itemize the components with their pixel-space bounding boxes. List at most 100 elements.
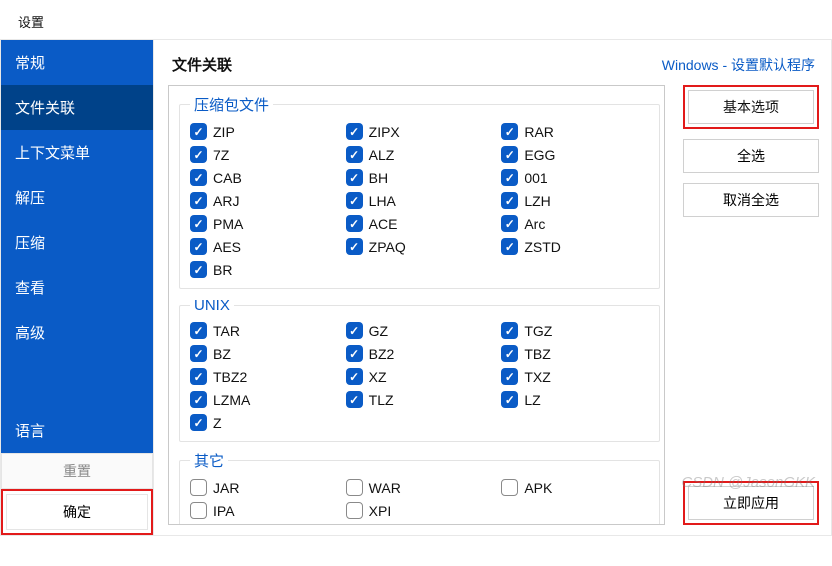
- file-type-label: Z: [213, 415, 222, 431]
- nav-item[interactable]: 上下文菜单: [1, 130, 153, 175]
- file-type-label: XZ: [369, 369, 387, 385]
- file-type-checkbox[interactable]: IPA: [190, 502, 338, 519]
- checkbox-checked-icon: [346, 345, 363, 362]
- file-type-label: ZSTD: [524, 239, 561, 255]
- checkbox-checked-icon: [346, 169, 363, 186]
- file-type-checkbox[interactable]: 7Z: [190, 146, 338, 163]
- file-type-checkbox[interactable]: ACE: [346, 215, 494, 232]
- file-type-label: PMA: [213, 216, 243, 232]
- file-type-checkbox[interactable]: ZSTD: [501, 238, 649, 255]
- nav-item[interactable]: 查看: [1, 265, 153, 310]
- file-type-checkbox[interactable]: TXZ: [501, 368, 649, 385]
- file-type-checkbox[interactable]: EGG: [501, 146, 649, 163]
- windows-default-apps-link[interactable]: Windows - 设置默认程序: [662, 55, 815, 75]
- group-legend: 其它: [190, 450, 228, 471]
- checkbox-grid: ZIP ZIPX RAR 7Z ALZ EGG CAB BH 001 ARJ LHA LZH PMA AC…: [190, 121, 649, 278]
- file-type-checkbox[interactable]: GZ: [346, 322, 494, 339]
- file-type-label: 7Z: [213, 147, 229, 163]
- nav-item-language[interactable]: 语言: [1, 408, 153, 453]
- file-type-label: AES: [213, 239, 241, 255]
- file-type-checkbox[interactable]: TBZ2: [190, 368, 338, 385]
- checkbox-checked-icon: [190, 414, 207, 431]
- checkbox-unchecked-icon: [501, 479, 518, 496]
- file-type-label: TXZ: [524, 369, 550, 385]
- file-type-checkbox[interactable]: Arc: [501, 215, 649, 232]
- deselect-all-button[interactable]: 取消全选: [683, 183, 819, 217]
- checkbox-checked-icon: [501, 192, 518, 209]
- sidebar: 常规文件关联上下文菜单解压压缩查看高级 语言 重置 确定: [0, 40, 154, 536]
- file-type-checkbox[interactable]: ZIP: [190, 123, 338, 140]
- file-type-checkbox[interactable]: LHA: [346, 192, 494, 209]
- nav-item[interactable]: 常规: [1, 40, 153, 85]
- checkbox-checked-icon: [190, 345, 207, 362]
- checkbox-checked-icon: [346, 391, 363, 408]
- nav-item[interactable]: 解压: [1, 175, 153, 220]
- file-type-checkbox[interactable]: XPI: [346, 502, 494, 519]
- checkbox-checked-icon: [501, 345, 518, 362]
- file-type-checkbox[interactable]: XZ: [346, 368, 494, 385]
- file-type-label: BR: [213, 262, 232, 278]
- file-type-label: ZIPX: [369, 124, 400, 140]
- file-type-checkbox[interactable]: BH: [346, 169, 494, 186]
- file-type-checkbox[interactable]: TLZ: [346, 391, 494, 408]
- file-type-checkbox[interactable]: LZ: [501, 391, 649, 408]
- checkbox-checked-icon: [501, 123, 518, 140]
- checkbox-checked-icon: [501, 238, 518, 255]
- file-type-label: ALZ: [369, 147, 395, 163]
- file-type-label: BH: [369, 170, 388, 186]
- main-panel: 文件关联 Windows - 设置默认程序 压缩包文件ZIPZIPXRAR7ZA…: [154, 40, 832, 536]
- file-type-label: Arc: [524, 216, 545, 232]
- file-type-group: 其它 JAR WAR APK IPA XPI: [179, 450, 660, 524]
- checkbox-checked-icon: [190, 238, 207, 255]
- file-type-label: XPI: [369, 503, 392, 519]
- checkbox-checked-icon: [346, 368, 363, 385]
- checkbox-grid: TAR GZ TGZ BZ BZ2 TBZ TBZ2 XZ TXZ LZMA TLZ LZ Z: [190, 320, 649, 431]
- file-type-checkbox[interactable]: JAR: [190, 479, 338, 496]
- checkbox-grid: JAR WAR APK IPA XPI: [190, 477, 649, 519]
- file-type-label: ARJ: [213, 193, 239, 209]
- file-type-checkbox[interactable]: BZ2: [346, 345, 494, 362]
- checkbox-checked-icon: [501, 322, 518, 339]
- file-type-checkbox[interactable]: PMA: [190, 215, 338, 232]
- file-type-checkbox[interactable]: TAR: [190, 322, 338, 339]
- file-type-label: LHA: [369, 193, 396, 209]
- file-type-checkbox[interactable]: ZIPX: [346, 123, 494, 140]
- file-type-checkbox[interactable]: ZPAQ: [346, 238, 494, 255]
- file-type-checkbox[interactable]: 001: [501, 169, 649, 186]
- file-type-label: LZ: [524, 392, 540, 408]
- sidebar-bottom: 重置 确定: [1, 453, 153, 535]
- nav-item[interactable]: 高级: [1, 310, 153, 355]
- nav-item[interactable]: 压缩: [1, 220, 153, 265]
- ok-button[interactable]: 确定: [6, 494, 148, 530]
- file-type-scroll[interactable]: 压缩包文件 ZIP ZIPX RAR 7Z ALZ EGG CAB BH 001 ARJ LHA LZH…: [169, 86, 664, 524]
- file-type-checkbox[interactable]: ARJ: [190, 192, 338, 209]
- file-type-label: TBZ2: [213, 369, 247, 385]
- file-type-checkbox[interactable]: ALZ: [346, 146, 494, 163]
- file-type-checkbox[interactable]: LZH: [501, 192, 649, 209]
- file-type-checkbox[interactable]: TBZ: [501, 345, 649, 362]
- checkbox-checked-icon: [190, 261, 207, 278]
- file-type-checkbox[interactable]: TGZ: [501, 322, 649, 339]
- select-all-button[interactable]: 全选: [683, 139, 819, 173]
- group-legend: 压缩包文件: [190, 94, 273, 115]
- checkbox-checked-icon: [190, 123, 207, 140]
- checkbox-checked-icon: [501, 169, 518, 186]
- nav-item[interactable]: 文件关联: [1, 85, 153, 130]
- reset-button[interactable]: 重置: [1, 453, 153, 489]
- file-type-checkbox[interactable]: RAR: [501, 123, 649, 140]
- file-type-checkbox[interactable]: BZ: [190, 345, 338, 362]
- file-type-label: GZ: [369, 323, 388, 339]
- file-type-checkbox[interactable]: AES: [190, 238, 338, 255]
- file-type-checkbox[interactable]: LZMA: [190, 391, 338, 408]
- basic-options-highlight: 基本选项: [683, 85, 819, 129]
- apply-button[interactable]: 立即应用: [688, 486, 814, 520]
- file-type-checkbox[interactable]: WAR: [346, 479, 494, 496]
- file-type-checkbox[interactable]: CAB: [190, 169, 338, 186]
- checkbox-checked-icon: [501, 368, 518, 385]
- basic-options-button[interactable]: 基本选项: [688, 90, 814, 124]
- checkbox-checked-icon: [346, 123, 363, 140]
- file-type-checkbox[interactable]: APK: [501, 479, 649, 496]
- side-actions: 基本选项 全选 取消全选 立即应用: [683, 85, 819, 525]
- file-type-checkbox[interactable]: Z: [190, 414, 338, 431]
- file-type-checkbox[interactable]: BR: [190, 261, 338, 278]
